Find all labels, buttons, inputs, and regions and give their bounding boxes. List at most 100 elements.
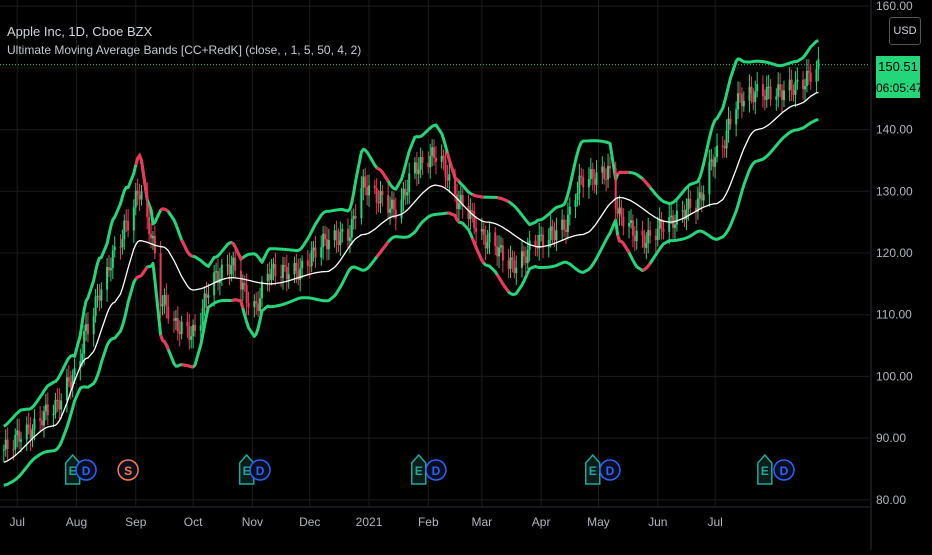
candle-body [737,93,740,110]
dividend-marker-icon[interactable] [249,459,271,481]
candle-body [563,219,566,230]
candle-body [687,198,690,210]
candle-body [163,294,166,305]
currency-button[interactable]: USD [889,17,921,45]
bar-countdown-label: 06:05:47 [876,78,923,98]
lower-band-down-segment [447,211,461,224]
candle-body [712,159,715,167]
candle-body [220,264,223,279]
lower-band-down-segment [616,234,631,254]
candle-body [310,250,313,267]
candle-body [44,404,47,412]
candle-body [98,295,101,301]
candle-body [484,234,487,249]
lower-band-down-segment [470,237,486,264]
candle-body [366,187,369,196]
candle-body [159,253,162,307]
candle-body [752,93,755,102]
candle-body [86,324,89,335]
indicator-title[interactable]: Ultimate Moving Average Bands [CC+RedK] … [7,43,362,57]
candle-body [14,434,17,450]
candle-body [769,86,772,100]
candle-body [404,188,407,196]
candle-body [601,166,604,173]
candle-body [440,155,443,162]
dividend-marker-icon[interactable] [425,459,447,481]
candle-body [742,100,745,107]
candle-body [408,173,411,193]
lower-band-down-segment [231,298,245,309]
candle-body [39,418,42,421]
candle-body [499,245,502,248]
candle-body [708,161,711,195]
candle-body [710,159,713,162]
candle-body [673,224,676,228]
earnings-marker-icon[interactable] [410,453,427,485]
price-tick-label: 100.00 [876,369,913,383]
symbol-title[interactable]: Apple Inc, 1D, Cboe BZX [7,24,153,39]
upper-band-down-segment [641,177,652,189]
candle-body [140,191,143,200]
candle-body [714,157,717,167]
candle-body [368,185,371,196]
candle-body [750,86,753,94]
candle-body [327,240,330,250]
event-marker-label: D [256,464,265,478]
candle-body [582,177,585,188]
earnings-marker-icon[interactable] [757,453,773,485]
candle-body [295,263,298,272]
candle-body [268,273,271,280]
candle-body [429,155,432,168]
dividend-marker-icon[interactable] [75,459,97,481]
candle-body [561,219,564,230]
candle-body [94,296,97,317]
candle-body [631,220,634,236]
candle-body [25,424,28,440]
candle-body [681,210,684,212]
candle-body [656,228,659,241]
candle-body [763,96,766,100]
dividend-marker-icon[interactable] [773,459,795,481]
candle-body [809,72,812,82]
upper-band-down-segment [471,193,484,199]
candle-body [765,87,768,100]
candle-body [723,146,726,149]
lower-band-down-segment [641,262,652,272]
candle-body [199,325,202,331]
candle-body [392,199,395,210]
candle-body [207,295,210,298]
candle-body [85,324,88,332]
candle-body [322,233,325,248]
candle-body [165,294,168,307]
upper-band-down-segment [496,196,510,203]
candle-body [803,85,806,90]
candle-body [802,79,805,90]
dividend-marker-icon[interactable] [599,459,621,481]
candle-body [658,219,661,229]
candle-body [293,263,296,275]
candle-body [524,256,527,264]
candle-body [215,271,218,273]
candle-body [455,194,458,210]
candle-body [605,178,608,180]
candle-body [31,430,34,439]
event-marker-label: D [606,464,615,478]
candle-body [501,245,504,261]
candle-body [324,233,327,240]
candle-body [794,82,797,95]
candle-body [216,271,219,283]
candle-body [494,232,497,247]
split-marker-icon[interactable] [117,459,139,481]
earnings-marker-icon[interactable] [584,453,601,485]
candle-body [716,145,719,158]
candle-body [272,263,275,269]
time-tick-label: Jun [648,515,667,529]
candle-body [109,268,112,271]
candle-body [69,381,72,388]
candle-body [662,228,665,232]
candle-body [56,399,59,401]
candle-body [232,257,235,266]
lower-band-down-segment [181,363,194,369]
